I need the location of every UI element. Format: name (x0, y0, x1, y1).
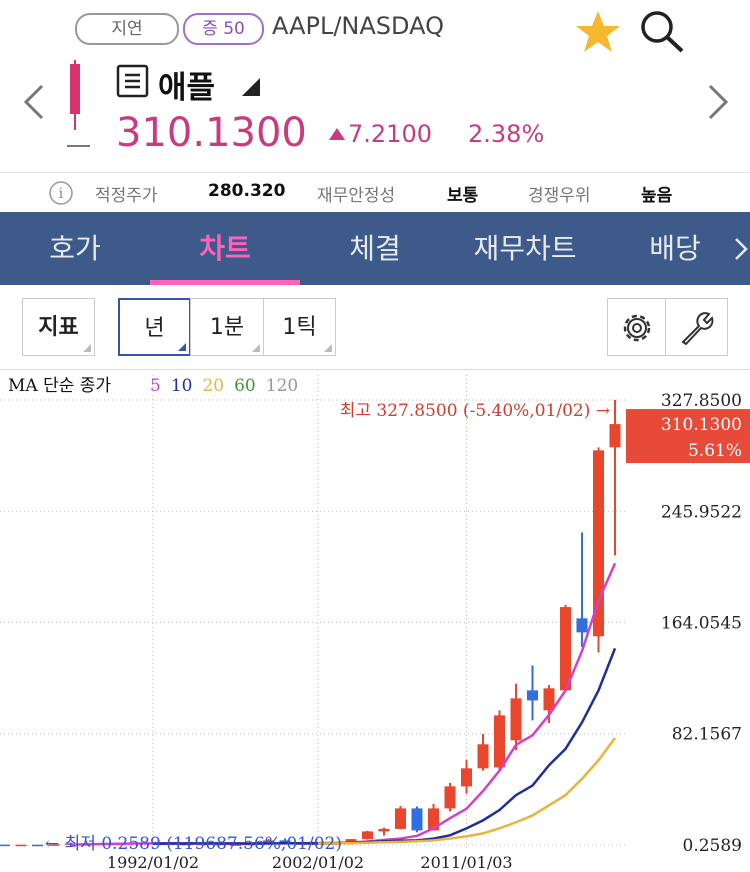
ma-line (317, 737, 617, 845)
info-value: 보통 (447, 186, 479, 206)
tab[interactable]: 배당 (649, 232, 701, 265)
x-tick-label: 2002/01/02 (272, 853, 364, 872)
legend-entry: 10 (171, 376, 193, 396)
candle-body (230, 844, 241, 846)
candle-body (560, 607, 571, 691)
tools-button[interactable] (665, 298, 728, 356)
period-year[interactable]: 년 (118, 298, 191, 356)
info-value: 280.320 (208, 181, 286, 201)
favorite-star[interactable] (574, 8, 622, 54)
candle-body (494, 715, 505, 768)
low-annotation: ← 최저 0.2589 (119687.56%,01/02) (45, 834, 342, 854)
y-tick-label: 164.0545 (661, 613, 742, 633)
candle-body (444, 786, 456, 809)
price-change-pct: 2.38% (468, 120, 545, 148)
candle-body (263, 840, 274, 844)
tab[interactable]: 호가 (49, 232, 101, 265)
candle-icon (67, 60, 90, 147)
candle-body (461, 768, 472, 787)
ma-label: MA 단순 종가 (8, 376, 111, 396)
stock-name: 애플 (158, 70, 216, 106)
search-icon[interactable] (638, 8, 688, 54)
tab-more[interactable] (732, 236, 750, 262)
candle-body (32, 844, 43, 847)
dropdown-icon[interactable] (240, 76, 262, 98)
candle-body (395, 808, 406, 829)
label: 1분 (209, 315, 245, 340)
y-tick-label: 245.9522 (661, 502, 742, 522)
gear-icon (623, 314, 650, 342)
up-triangle (329, 128, 345, 140)
svg-text:i: i (59, 186, 64, 202)
symbol: AAPL/NASDAQ (272, 12, 444, 40)
candle-body (593, 450, 604, 637)
info-label: 경쟁우위 (528, 186, 591, 206)
candle-body (510, 698, 522, 741)
y-tick-label: 82.1567 (672, 725, 742, 745)
candle-body (477, 744, 489, 769)
candle-body (428, 808, 439, 831)
info-icon[interactable]: i (48, 180, 74, 206)
candle-body (378, 828, 390, 832)
settings-button[interactable] (607, 298, 666, 356)
chart: 0.2589 82.1567 164.0545 245.9522 327.8500 199… (0, 375, 750, 872)
high-annotation: 최고 327.8500 (-5.40%,01/02) → (340, 401, 610, 421)
next-arrow[interactable] (702, 82, 732, 122)
margin-badge: 증 50 (183, 13, 264, 45)
ma-line (152, 647, 617, 845)
candle-body (527, 690, 538, 701)
menu-icon[interactable] (116, 64, 150, 100)
divider (0, 369, 750, 370)
candle-body (345, 839, 357, 844)
delay-badge: 지연 (75, 13, 179, 45)
indicator-button[interactable]: 지표 (22, 298, 95, 356)
candle-body (411, 808, 423, 831)
last-price-box (626, 409, 750, 464)
tab[interactable]: 재무차트 (473, 232, 577, 265)
price: 310.1300 (116, 110, 307, 156)
period-minute[interactable]: 1분 (190, 298, 264, 356)
period-tick[interactable]: 1틱 (263, 298, 336, 356)
candle-body (543, 688, 555, 711)
candle-body (15, 844, 27, 847)
last-price: 310.1300 (661, 415, 742, 435)
label: 년 (144, 316, 165, 341)
legend-entry: 60 (234, 376, 256, 396)
y-tick-label: 327.8500 (661, 391, 742, 411)
label: 지표 (38, 315, 79, 340)
candle-body (0, 844, 10, 847)
last-change: 5.61% (688, 441, 742, 461)
price-change: 7.2100 (348, 120, 432, 148)
x-tick-label: 1992/01/02 (107, 853, 199, 872)
x-tick-label: 2011/01/03 (420, 853, 512, 872)
legend-entry: 120 (266, 376, 298, 396)
tab-bar (0, 212, 750, 285)
info-label: 적정주가 (95, 186, 158, 206)
tab-active[interactable]: 차트 (199, 232, 251, 265)
info-row (0, 172, 750, 213)
tab-underline (150, 280, 300, 285)
label: 1틱 (282, 315, 317, 340)
info-value: 높음 (641, 186, 673, 206)
y-tick-label: 0.2589 (683, 836, 742, 856)
candle-body (48, 844, 60, 846)
info-label: 재무안정성 (317, 186, 396, 206)
legend-entry: 20 (202, 376, 224, 396)
legend-entry: 5 (150, 376, 161, 396)
wrench-icon (680, 312, 713, 346)
candle-body (609, 424, 621, 448)
tab[interactable]: 체결 (349, 232, 401, 265)
candle-body (576, 618, 588, 633)
prev-arrow[interactable] (20, 82, 50, 122)
candle-body (362, 831, 373, 840)
